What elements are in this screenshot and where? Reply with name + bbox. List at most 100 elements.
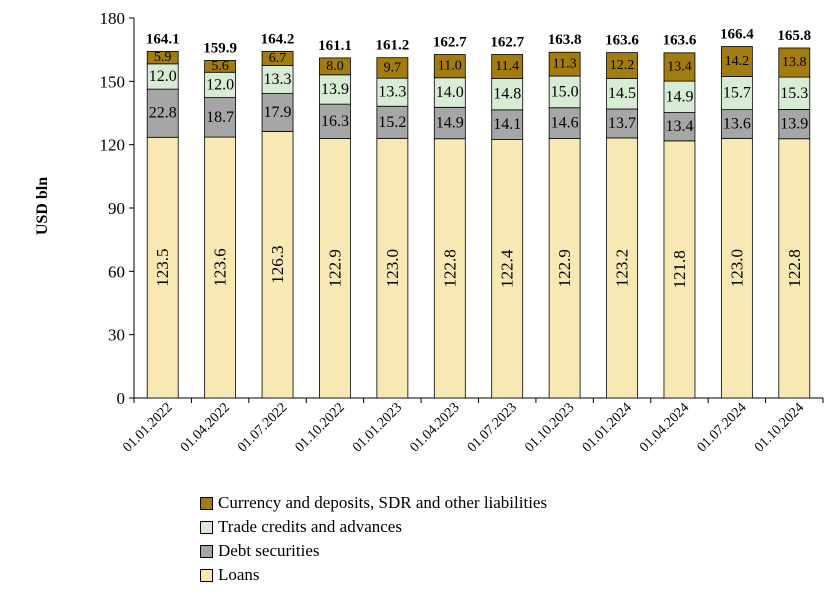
bar-segment-currency-and-deposits-sdr-and-other-liabilities <box>204 60 237 73</box>
legend-swatch-debt-securities <box>200 544 213 558</box>
stacked-bar-chart: 0 30 60 90 120 150 180 USD bln 123.5 22.8 12.0 5.9 1… <box>34 9 824 455</box>
legend-label-debt-securities: Debt securities <box>218 541 320 560</box>
data-label: 5.6 <box>211 59 229 74</box>
data-label: 14.0 <box>436 84 464 101</box>
y-tick-label: 150 <box>100 72 126 91</box>
chart-legend: Currency and deposits, SDR and other lia… <box>200 491 547 587</box>
bar-segment-trade-credits-and-advances <box>548 75 581 109</box>
data-label: 123.5 <box>153 249 172 287</box>
data-label: 14.2 <box>725 54 750 69</box>
bar-segment-loans <box>261 130 294 399</box>
data-label: 14.9 <box>665 88 693 105</box>
total-label: 161.2 <box>376 38 410 54</box>
total-label: 162.7 <box>490 35 524 51</box>
data-label: 22.8 <box>149 105 177 122</box>
data-label: 6.7 <box>269 51 287 66</box>
x-tick-label: 01.10.2022 <box>293 400 348 455</box>
x-tick-label: 01.10.2024 <box>752 400 807 455</box>
data-label: 13.9 <box>321 81 349 98</box>
data-label: 13.3 <box>378 84 406 101</box>
legend-item-trade-credits: Trade credits and advances <box>200 515 547 539</box>
data-label: 12.0 <box>206 76 234 93</box>
bar-segment-trade-credits-and-advances <box>606 77 638 110</box>
x-tick-label: 01.04.2024 <box>637 400 692 455</box>
total-label: 163.6 <box>605 33 639 49</box>
data-label: 122.8 <box>785 249 804 287</box>
data-label: 122.9 <box>555 249 574 287</box>
data-label: 121.8 <box>670 250 689 288</box>
bar-segment-currency-and-deposits-sdr-and-other-liabilities <box>663 52 696 82</box>
y-tick-label: 90 <box>108 199 125 218</box>
data-label: 123.2 <box>613 249 632 287</box>
data-label: 11.0 <box>438 59 462 74</box>
bar-segment-trade-credits-and-advances <box>720 76 753 111</box>
x-tick-label: 01.07.2022 <box>235 400 290 455</box>
total-label: 159.9 <box>203 40 237 56</box>
bar-segment-loans <box>720 137 753 399</box>
bar-segment-debt-securities <box>778 109 811 140</box>
bar-segment-loans <box>146 136 179 399</box>
bar-segment-debt-securities <box>261 93 294 132</box>
data-label: 16.3 <box>321 113 349 130</box>
data-label: 15.3 <box>780 85 808 102</box>
legend-item-loans: Loans <box>200 563 547 587</box>
bar-segment-currency-and-deposits-sdr-and-other-liabilities <box>491 54 524 79</box>
total-label: 163.8 <box>548 32 582 48</box>
data-label: 12.2 <box>610 58 635 73</box>
total-label: 164.1 <box>146 32 180 48</box>
y-axis-title: USD bln <box>34 177 51 235</box>
data-label: 14.5 <box>608 85 636 102</box>
bar-segment-trade-credits-and-advances <box>261 65 294 94</box>
total-label: 164.2 <box>261 31 295 47</box>
bar-segment-currency-and-deposits-sdr-and-other-liabilities <box>720 46 753 77</box>
data-label: 13.4 <box>665 118 693 135</box>
bar-segment-debt-securities <box>720 109 753 139</box>
bar-segment-loans <box>376 137 409 399</box>
x-tick-label: 01.04.2022 <box>178 400 233 455</box>
bar-segment-currency-and-deposits-sdr-and-other-liabilities <box>548 51 581 77</box>
x-tick-label: 01.07.2023 <box>465 400 520 455</box>
bar-segment-loans <box>606 137 638 399</box>
data-label: 13.3 <box>264 71 292 88</box>
data-label: 17.9 <box>264 104 292 121</box>
bar-segment-currency-and-deposits-sdr-and-other-liabilities <box>433 54 466 79</box>
data-label: 11.4 <box>495 59 519 74</box>
bar-segment-currency-and-deposits-sdr-and-other-liabilities <box>261 50 294 66</box>
data-label: 5.9 <box>154 50 172 65</box>
data-label: 13.9 <box>780 116 808 133</box>
y-tick-label: 0 <box>117 389 126 408</box>
data-label: 12.0 <box>149 68 177 85</box>
x-tick-label: 01.01.2023 <box>350 400 405 455</box>
x-tick-label: 01.01.2024 <box>580 400 635 455</box>
bar-segment-trade-credits-and-advances <box>319 74 351 105</box>
data-label: 14.6 <box>551 115 579 132</box>
data-label: 18.7 <box>206 109 234 126</box>
y-tick-label: 30 <box>108 326 125 345</box>
x-tick-label: 01.01.2022 <box>120 400 175 455</box>
legend-swatch-trade-credits <box>200 520 213 534</box>
bar-segment-loans <box>778 138 811 399</box>
bar-segment-trade-credits-and-advances <box>146 63 179 90</box>
data-label: 14.9 <box>436 115 464 132</box>
data-label: 15.2 <box>378 114 406 131</box>
data-label: 13.6 <box>723 115 751 132</box>
legend-swatch-loans <box>200 568 213 582</box>
x-tick-label: 01.07.2024 <box>695 400 750 455</box>
data-label: 122.4 <box>498 249 517 288</box>
data-label: 9.7 <box>384 60 402 75</box>
data-label: 11.3 <box>553 57 577 72</box>
legend-label-loans: Loans <box>218 565 260 584</box>
data-label: 14.8 <box>493 86 521 103</box>
bar-segment-currency-and-deposits-sdr-and-other-liabilities <box>376 57 409 79</box>
bar-segment-loans <box>491 139 524 399</box>
bar-segment-currency-and-deposits-sdr-and-other-liabilities <box>146 50 179 65</box>
data-label: 13.7 <box>608 115 636 132</box>
legend-item-debt-securities: Debt securities <box>200 539 547 563</box>
total-label: 161.1 <box>318 38 352 54</box>
data-label: 122.9 <box>325 249 344 287</box>
legend-label-currency-deposits: Currency and deposits, SDR and other lia… <box>218 493 548 512</box>
data-label: 15.7 <box>723 85 751 102</box>
bar-segment-loans <box>663 140 696 399</box>
data-label: 122.8 <box>440 249 459 287</box>
total-label: 165.8 <box>777 28 811 44</box>
